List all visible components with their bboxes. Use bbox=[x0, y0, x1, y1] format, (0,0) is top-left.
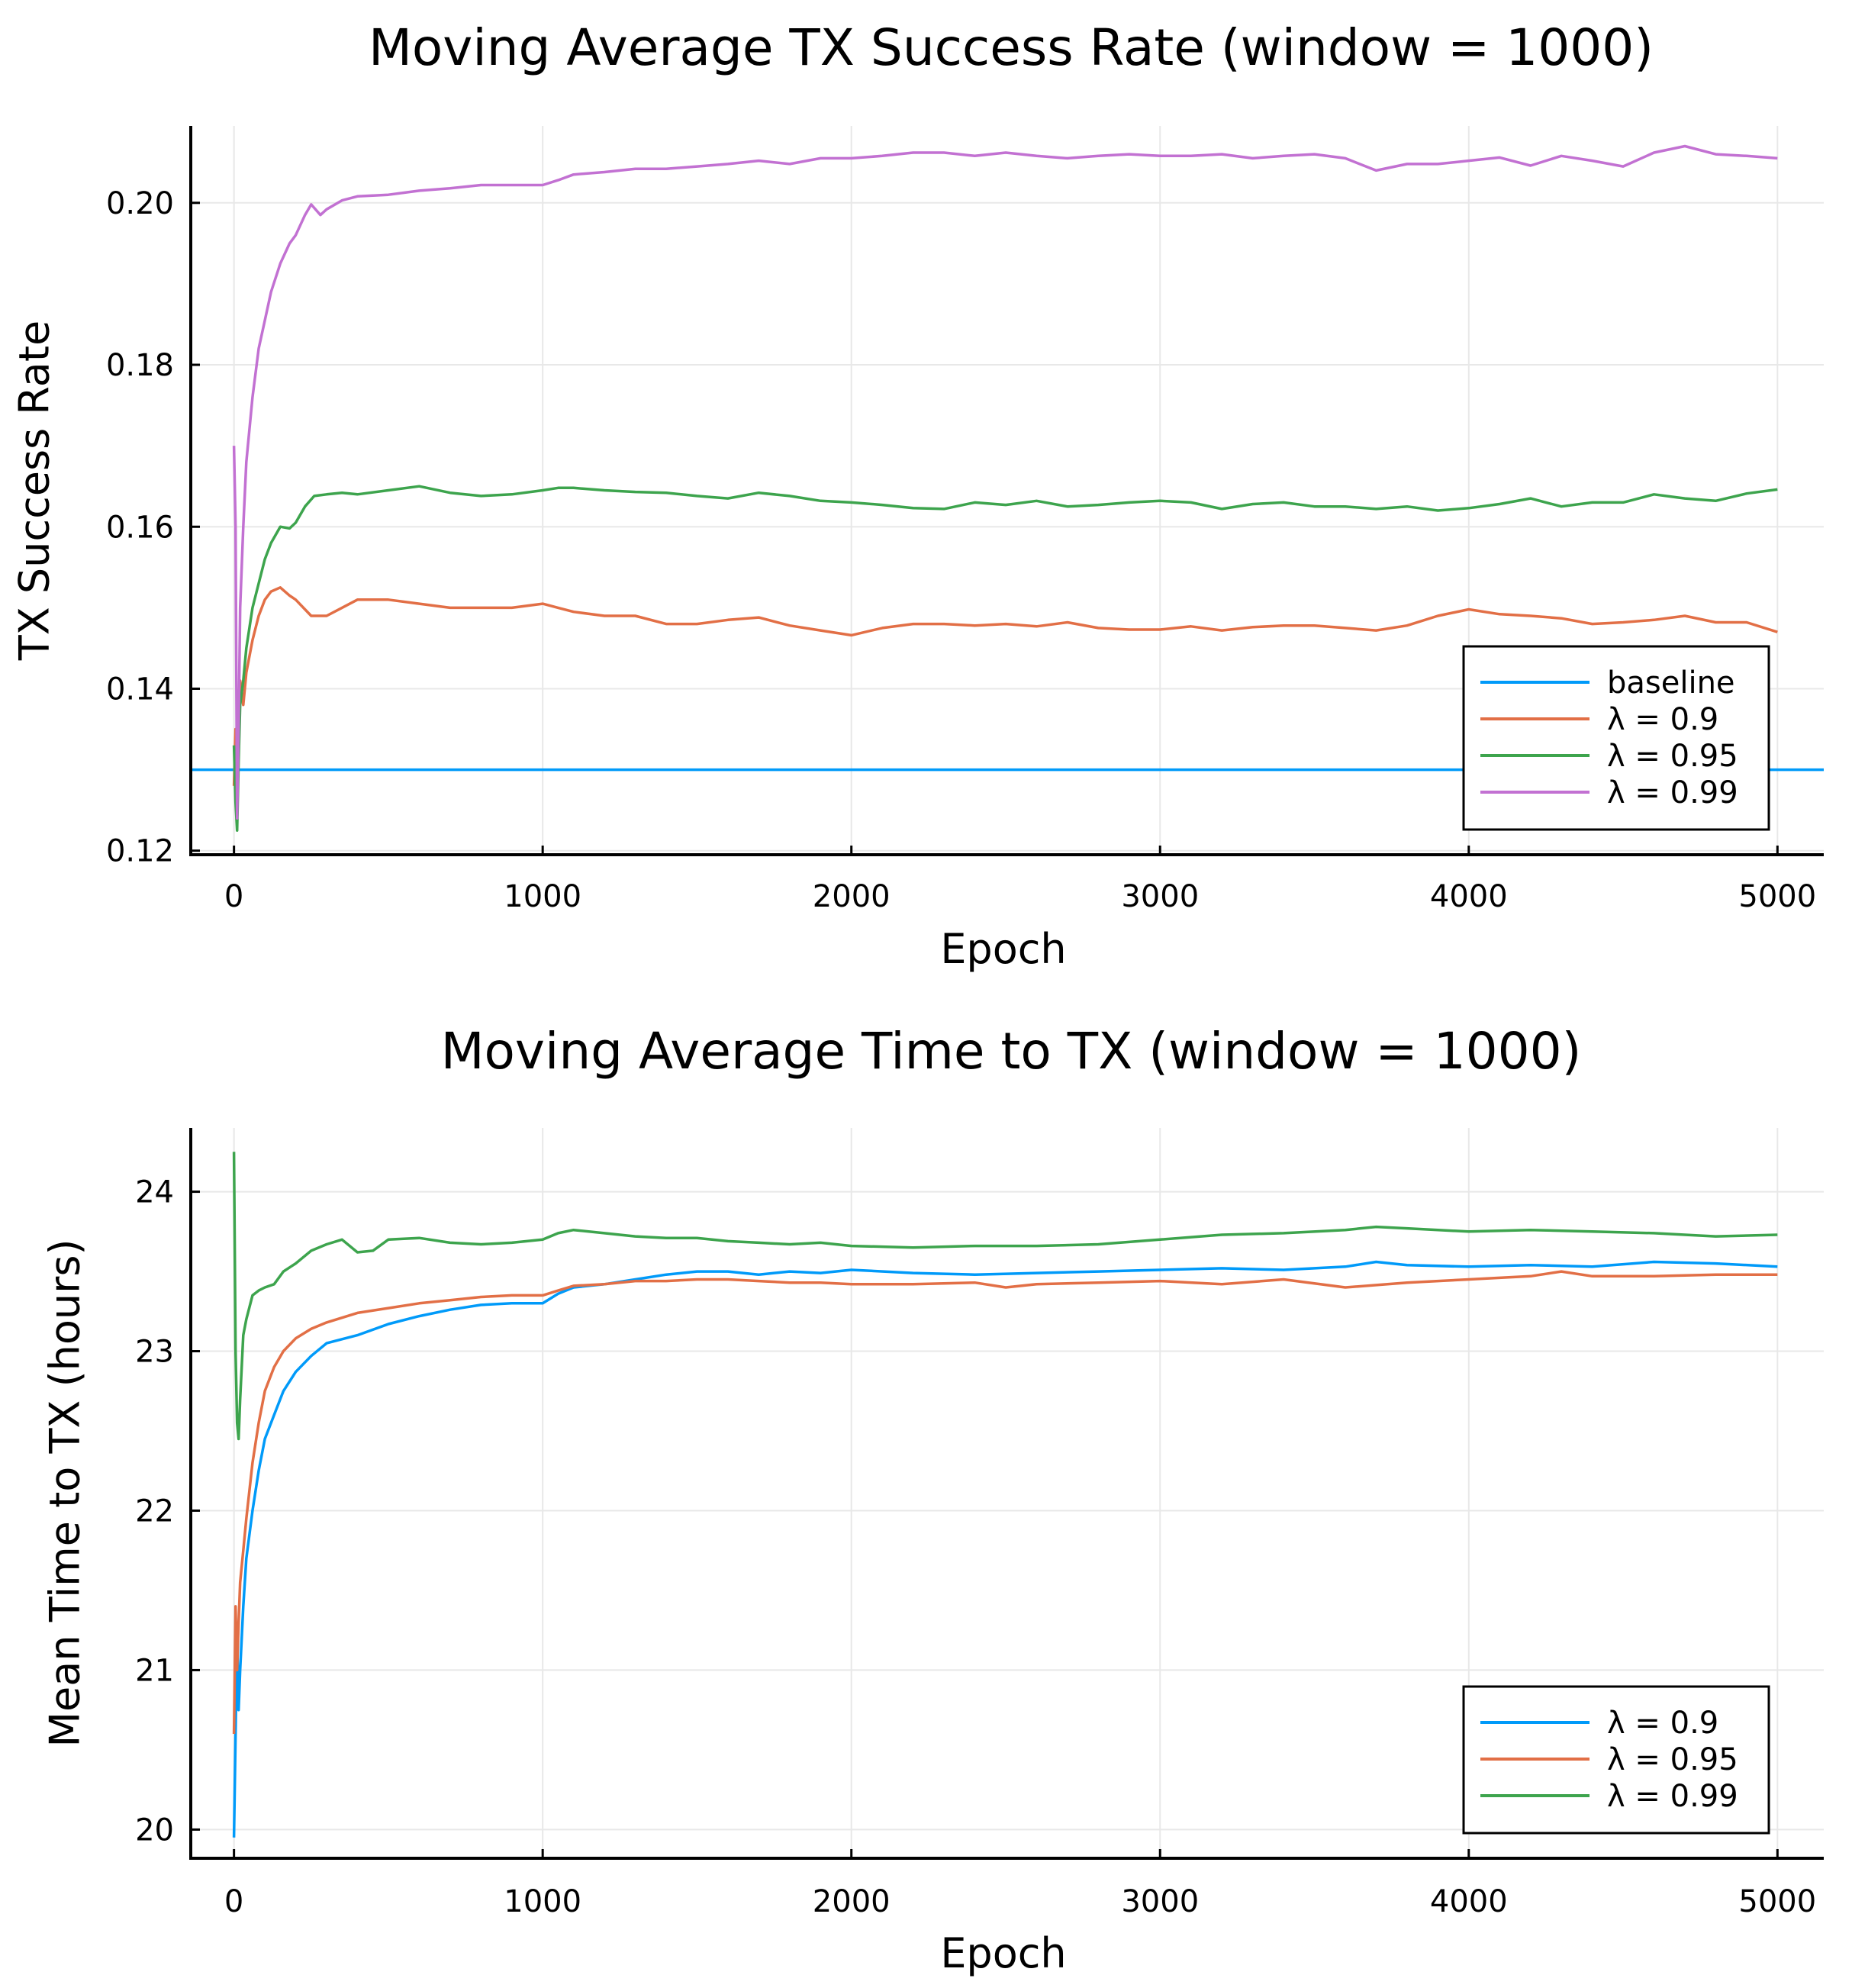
x-axis-label: Epoch bbox=[940, 925, 1066, 973]
x-tick-label: 3000 bbox=[1121, 1884, 1199, 1919]
x-axis-label: Epoch bbox=[940, 1929, 1066, 1977]
chart-title: Moving Average Time to TX (window = 1000… bbox=[441, 1022, 1582, 1081]
legend-frame bbox=[1462, 645, 1770, 831]
x-tick-label: 4000 bbox=[1430, 1884, 1508, 1919]
x-tick-label: 1000 bbox=[504, 879, 581, 914]
legend-label-1: baseline bbox=[1607, 665, 1735, 701]
chart-1: 0 1000 2000 3000 4000 5000 0.12 0.14 0.16 0.18 0.2… bbox=[11, 18, 1824, 973]
legend-label-4: λ = 0.99 bbox=[1607, 775, 1738, 810]
series-line-2 bbox=[232, 586, 1778, 812]
y-tick-label: 24 bbox=[135, 1175, 174, 1210]
x-tick-label: 5000 bbox=[1738, 879, 1816, 914]
x-tick-label: 2000 bbox=[813, 1884, 891, 1919]
legend-label-3: λ = 0.99 bbox=[1607, 1779, 1738, 1814]
x-tick-label: 5000 bbox=[1738, 1884, 1816, 1919]
legend-label-2: λ = 0.95 bbox=[1607, 1742, 1738, 1777]
y-tick-label: 0.20 bbox=[106, 186, 174, 221]
series-group bbox=[232, 1152, 1778, 1838]
series-line-3 bbox=[232, 485, 1778, 832]
legend: λ = 0.9λ = 0.95λ = 0.99 bbox=[1462, 1685, 1770, 1835]
x-tick-label: 0 bbox=[224, 1884, 243, 1919]
chart-title: Moving Average TX Success Rate (window =… bbox=[369, 18, 1654, 77]
y-tick-label: 0.16 bbox=[106, 510, 174, 545]
x-tick-label: 2000 bbox=[813, 879, 891, 914]
legend-label-2: λ = 0.9 bbox=[1607, 702, 1718, 737]
y-axis-label: Mean Time to TX (hours) bbox=[41, 1239, 89, 1747]
y-axis-label: TX Success Rate bbox=[11, 321, 59, 662]
y-tick-label: 0.14 bbox=[106, 672, 174, 707]
x-tick-label: 4000 bbox=[1430, 879, 1508, 914]
series-line-3 bbox=[232, 1152, 1778, 1441]
y-tick-label: 22 bbox=[135, 1493, 174, 1529]
legend-label-1: λ = 0.9 bbox=[1607, 1706, 1718, 1741]
series-line-4 bbox=[232, 144, 1778, 820]
x-tick-label: 0 bbox=[224, 879, 243, 914]
y-tick-label: 23 bbox=[135, 1335, 174, 1370]
series-line-2 bbox=[232, 1270, 1778, 1735]
x-tick-label: 3000 bbox=[1121, 879, 1199, 914]
y-tick-label: 0.12 bbox=[106, 834, 174, 869]
x-tick-label: 1000 bbox=[504, 1884, 581, 1919]
y-tick-label: 0.18 bbox=[106, 348, 174, 383]
y-tick-label: 21 bbox=[135, 1653, 174, 1688]
y-tick-label: 20 bbox=[135, 1812, 174, 1848]
legend-label-3: λ = 0.95 bbox=[1607, 739, 1738, 774]
chart-2: 0 1000 2000 3000 4000 5000 20 21 22 23 24 Moving Av… bbox=[41, 1022, 1824, 1977]
